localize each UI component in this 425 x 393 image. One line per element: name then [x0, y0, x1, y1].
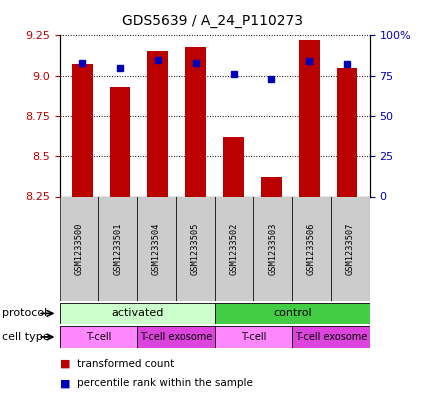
Bar	[60, 326, 137, 348]
Text: GSM1233500: GSM1233500	[74, 222, 83, 275]
Text: GSM1233506: GSM1233506	[307, 222, 316, 275]
Bar	[337, 68, 357, 196]
Text: GSM1233501: GSM1233501	[113, 222, 122, 275]
Bar	[110, 87, 130, 196]
Bar	[176, 196, 215, 301]
Text: protocol: protocol	[2, 309, 47, 318]
Text: GDS5639 / A_24_P110273: GDS5639 / A_24_P110273	[122, 14, 303, 28]
Text: cell type: cell type	[2, 332, 50, 342]
Text: control: control	[273, 309, 312, 318]
Text: GSM1233507: GSM1233507	[346, 222, 355, 275]
Text: T-cell: T-cell	[85, 332, 111, 342]
Text: GSM1233504: GSM1233504	[152, 222, 161, 275]
Bar	[292, 326, 370, 348]
Bar	[215, 326, 292, 348]
Text: ■: ■	[60, 358, 70, 369]
Bar	[299, 40, 320, 196]
Text: transformed count: transformed count	[76, 358, 174, 369]
Text: T-cell: T-cell	[241, 332, 266, 342]
Bar	[215, 303, 370, 324]
Bar	[215, 196, 253, 301]
Text: T-cell exosome: T-cell exosome	[295, 332, 367, 342]
Text: T-cell exosome: T-cell exosome	[140, 332, 212, 342]
Bar	[223, 137, 244, 196]
Bar	[98, 196, 137, 301]
Text: GSM1233503: GSM1233503	[268, 222, 277, 275]
Bar	[60, 303, 215, 324]
Bar	[60, 196, 98, 301]
Bar	[331, 196, 370, 301]
Bar	[253, 196, 292, 301]
Bar	[261, 177, 282, 196]
Bar	[147, 51, 168, 196]
Text: GSM1233502: GSM1233502	[230, 222, 238, 275]
Bar	[137, 196, 176, 301]
Text: percentile rank within the sample: percentile rank within the sample	[76, 378, 252, 388]
Bar	[292, 196, 331, 301]
Bar	[137, 326, 215, 348]
Text: ■: ■	[60, 378, 70, 388]
Text: GSM1233505: GSM1233505	[191, 222, 200, 275]
Bar	[72, 64, 93, 196]
Bar	[185, 47, 206, 196]
Text: activated: activated	[111, 309, 163, 318]
